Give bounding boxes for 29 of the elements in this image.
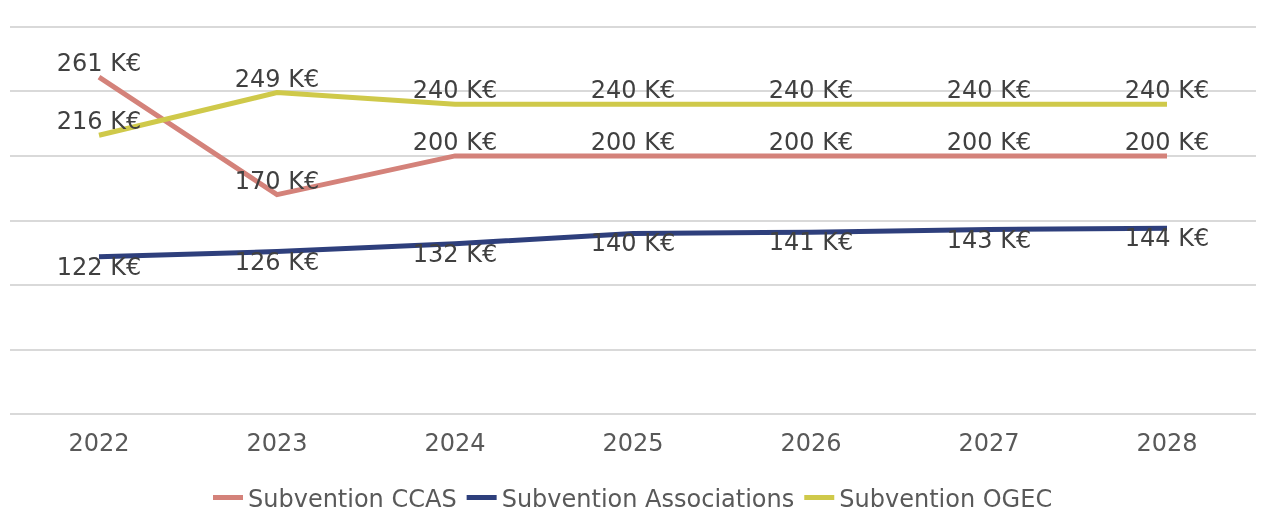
data-label: 261 K€ [56, 49, 142, 78]
data-label: 240 K€ [768, 76, 854, 105]
data-label: 122 K€ [56, 252, 142, 281]
x-tick-label: 2023 [246, 429, 308, 457]
data-label: 200 K€ [412, 127, 498, 156]
data-label: 200 K€ [946, 127, 1032, 156]
data-label: 249 K€ [234, 64, 320, 93]
data-label: 240 K€ [946, 76, 1032, 105]
data-label: 240 K€ [412, 76, 498, 105]
legend-label: Subvention OGEC [839, 484, 1053, 513]
data-label: 240 K€ [590, 76, 676, 105]
data-label: 126 K€ [234, 247, 320, 276]
data-label: 143 K€ [946, 225, 1032, 254]
data-label: 140 K€ [590, 229, 676, 258]
legend-label: Subvention CCAS [248, 484, 457, 513]
data-label: 200 K€ [590, 127, 676, 156]
x-tick-label: 2024 [424, 429, 486, 457]
data-label: 200 K€ [1124, 127, 1210, 156]
data-label: 144 K€ [1124, 224, 1210, 253]
data-label: 132 K€ [412, 239, 498, 268]
x-tick-label: 2027 [958, 429, 1020, 457]
data-label: 141 K€ [768, 228, 854, 257]
x-tick-label: 2022 [68, 429, 130, 457]
x-tick-label: 2026 [780, 429, 842, 457]
x-tick-label: 2025 [602, 429, 664, 457]
data-label: 200 K€ [768, 127, 854, 156]
x-tick-label: 2028 [1136, 429, 1198, 457]
data-label: 240 K€ [1124, 76, 1210, 105]
legend-label: Subvention Associations [501, 484, 795, 513]
